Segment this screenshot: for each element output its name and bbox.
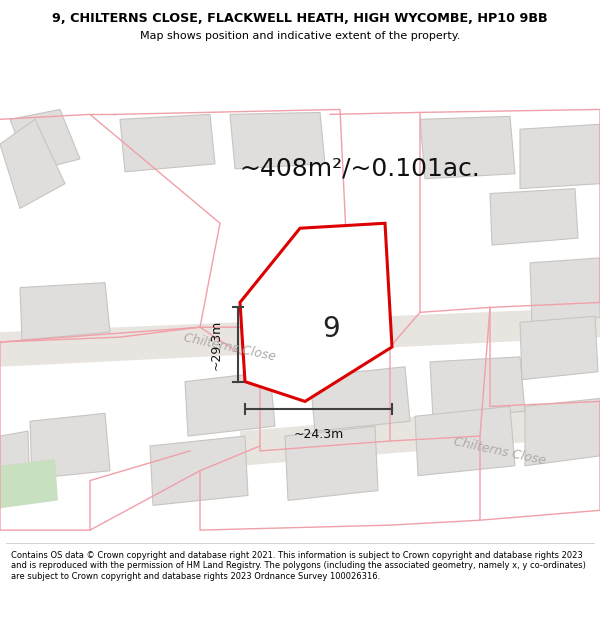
Polygon shape <box>30 413 110 479</box>
Text: Chilterns Close: Chilterns Close <box>183 331 277 363</box>
Text: Chilterns Close: Chilterns Close <box>453 435 547 467</box>
Polygon shape <box>185 372 275 436</box>
Text: ~29.3m: ~29.3m <box>209 319 223 369</box>
Polygon shape <box>0 308 600 367</box>
Polygon shape <box>20 282 110 340</box>
Polygon shape <box>430 357 525 418</box>
Polygon shape <box>0 459 58 508</box>
Polygon shape <box>0 431 30 496</box>
Text: Map shows position and indicative extent of the property.: Map shows position and indicative extent… <box>140 31 460 41</box>
Polygon shape <box>415 406 515 476</box>
Polygon shape <box>0 119 65 208</box>
Polygon shape <box>240 401 600 466</box>
Polygon shape <box>150 436 248 506</box>
Text: ~408m²/~0.101ac.: ~408m²/~0.101ac. <box>239 157 481 181</box>
Text: ~24.3m: ~24.3m <box>293 428 344 441</box>
Polygon shape <box>285 426 378 501</box>
Polygon shape <box>530 258 600 324</box>
Text: 9, CHILTERNS CLOSE, FLACKWELL HEATH, HIGH WYCOMBE, HP10 9BB: 9, CHILTERNS CLOSE, FLACKWELL HEATH, HIG… <box>52 12 548 25</box>
Polygon shape <box>310 367 410 431</box>
Polygon shape <box>520 316 598 379</box>
Text: Contains OS data © Crown copyright and database right 2021. This information is : Contains OS data © Crown copyright and d… <box>11 551 586 581</box>
Text: 9: 9 <box>322 315 340 343</box>
Polygon shape <box>120 114 215 172</box>
Polygon shape <box>525 399 600 466</box>
Polygon shape <box>240 223 392 401</box>
Polygon shape <box>230 112 325 169</box>
Polygon shape <box>10 109 80 172</box>
Polygon shape <box>420 116 515 179</box>
Polygon shape <box>490 189 578 245</box>
Polygon shape <box>520 124 600 189</box>
